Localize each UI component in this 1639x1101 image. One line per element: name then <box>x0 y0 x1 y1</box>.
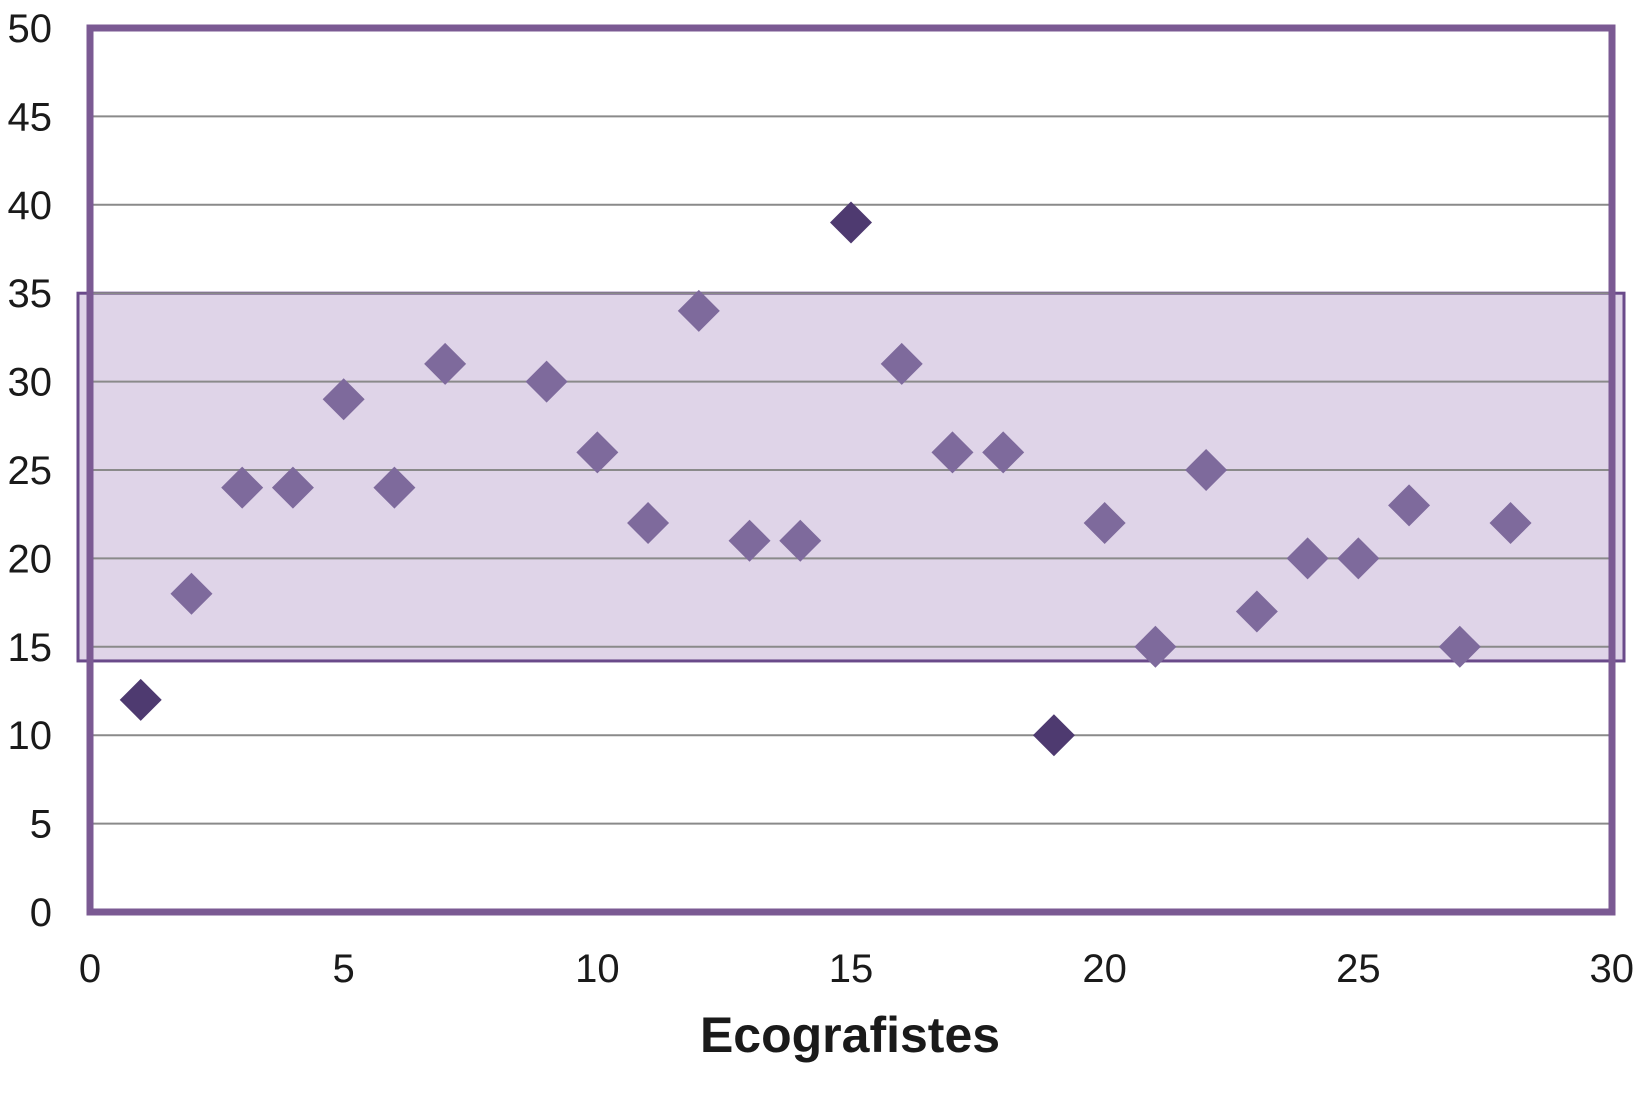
data-point-7 <box>424 342 467 385</box>
data-point-10 <box>627 502 670 545</box>
data-point-12 <box>728 519 771 562</box>
data-point-13 <box>779 519 822 562</box>
data-point-6 <box>373 466 416 509</box>
x-tick-label-0: 0 <box>79 947 101 991</box>
x-tick-label-5: 5 <box>333 947 355 991</box>
y-tick-label-15: 15 <box>8 626 53 670</box>
data-point-11 <box>677 289 720 332</box>
data-point-17 <box>982 431 1025 474</box>
x-tick-labels: 0 5 10 15 20 25 30 <box>79 947 1634 991</box>
data-point-3 <box>221 466 264 509</box>
y-tick-label-35: 35 <box>8 272 53 316</box>
x-tick-label-15: 15 <box>829 947 874 991</box>
y-tick-label-25: 25 <box>8 449 53 493</box>
data-point-22 <box>1235 590 1278 633</box>
data-point-4 <box>271 466 314 509</box>
reference-band <box>76 291 1626 663</box>
data-point-9 <box>576 431 619 474</box>
data-point-27 <box>1489 502 1532 545</box>
x-tick-label-20: 20 <box>1082 947 1127 991</box>
data-point-26 <box>1438 625 1481 668</box>
y-tick-label-20: 20 <box>8 537 53 581</box>
x-tick-label-10: 10 <box>575 947 620 991</box>
data-point-25 <box>1388 484 1431 527</box>
data-point-21 <box>1185 449 1228 491</box>
data-point-5 <box>322 378 365 421</box>
y-tick-label-40: 40 <box>8 184 53 228</box>
data-point-20 <box>1134 625 1177 668</box>
x-tick-label-25: 25 <box>1336 947 1381 991</box>
data-point-2 <box>170 572 213 615</box>
data-point-1 <box>119 678 162 721</box>
y-tick-label-30: 30 <box>8 361 53 405</box>
y-tick-label-10: 10 <box>8 714 53 758</box>
data-points <box>119 201 1532 757</box>
plot-frame-layer <box>86 24 1616 916</box>
y-tick-labels: 0 5 10 15 20 25 30 35 40 45 50 <box>8 7 53 935</box>
data-point-18 <box>1032 714 1075 757</box>
data-point-19 <box>1083 502 1126 545</box>
data-point-16 <box>931 431 974 474</box>
data-point-14 <box>830 201 872 244</box>
y-tick-label-5: 5 <box>30 803 52 847</box>
y-tick-label-0: 0 <box>30 891 52 935</box>
y-tick-label-50: 50 <box>8 7 53 51</box>
data-point-24 <box>1337 537 1380 580</box>
x-axis-title: Ecografistes <box>700 1007 1000 1063</box>
y-tick-label-45: 45 <box>8 95 53 139</box>
data-point-15 <box>880 342 923 385</box>
x-tick-label-30: 30 <box>1590 947 1635 991</box>
data-point-8 <box>525 360 568 403</box>
plot-frame <box>86 24 1616 916</box>
data-point-23 <box>1286 537 1329 580</box>
reference-band-layer <box>76 291 1626 663</box>
